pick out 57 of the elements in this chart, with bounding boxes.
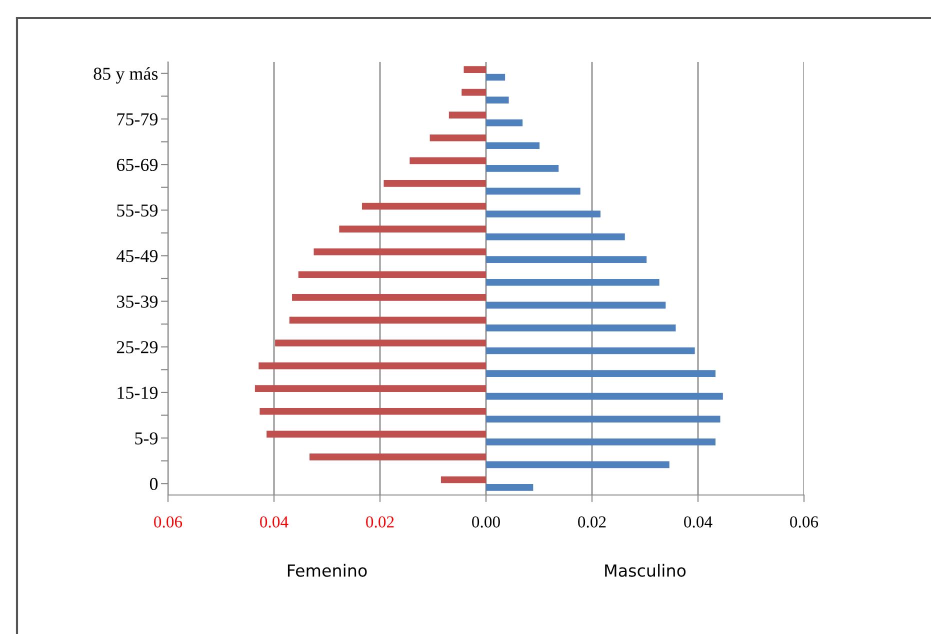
- bar: [384, 180, 486, 187]
- x-tick-label: 0.02: [578, 516, 606, 528]
- bar: [486, 210, 600, 218]
- text: Femenino: [288, 564, 367, 577]
- y-tick-label: 25-29: [116, 341, 158, 354]
- y-tick-label: 0: [150, 478, 158, 490]
- bar: [314, 248, 486, 256]
- y-tick-label: 85 y más: [94, 67, 158, 84]
- bar: [486, 96, 509, 104]
- x-tick-label: 0.00: [472, 516, 500, 528]
- bar: [410, 157, 486, 164]
- bar: [289, 316, 486, 324]
- bar: [486, 438, 716, 446]
- bar: [298, 271, 486, 278]
- bar: [486, 370, 716, 377]
- bar: [486, 302, 666, 309]
- bar: [464, 66, 486, 73]
- bar: [486, 119, 523, 126]
- bar: [310, 454, 486, 460]
- y-tick-label: 15-19: [118, 386, 158, 399]
- text: Masculino: [605, 564, 686, 577]
- bar: [486, 416, 720, 423]
- bar: [486, 347, 695, 354]
- x-tick-label: 0.04: [260, 516, 288, 528]
- bar: [486, 142, 540, 150]
- bar: [440, 476, 486, 484]
- bar: [430, 134, 486, 142]
- bar: [266, 430, 486, 438]
- bar: [260, 408, 486, 415]
- x-tick-label: 0.02: [366, 516, 394, 528]
- bar: [448, 112, 486, 119]
- bar: [486, 188, 580, 195]
- x-tick-label: 0.06: [154, 516, 182, 528]
- x-tick-label: 0.04: [684, 516, 712, 528]
- bar: [486, 324, 676, 332]
- bar: [362, 202, 486, 210]
- bar: [486, 165, 559, 172]
- x-tick-label: 0.06: [790, 516, 818, 528]
- bar: [486, 233, 625, 240]
- bar: [486, 256, 647, 264]
- bar: [486, 461, 670, 468]
- y-tick-label: 45-49: [116, 250, 158, 262]
- bar: [292, 294, 486, 301]
- bar: [462, 88, 486, 96]
- bar: [486, 392, 723, 400]
- bar: [258, 362, 486, 370]
- bar: [254, 385, 486, 392]
- y-tick-label: 5-9: [135, 432, 158, 444]
- y-tick-label: 75-79: [117, 113, 158, 126]
- bar: [486, 278, 660, 286]
- y-tick-label: 65-69: [116, 158, 158, 171]
- bar: [486, 484, 534, 491]
- bar: [339, 226, 486, 232]
- bar: [486, 74, 506, 81]
- y-tick-label: 35-39: [117, 296, 158, 308]
- y-tick-label: 55-59: [117, 204, 158, 217]
- bar: [275, 340, 486, 346]
